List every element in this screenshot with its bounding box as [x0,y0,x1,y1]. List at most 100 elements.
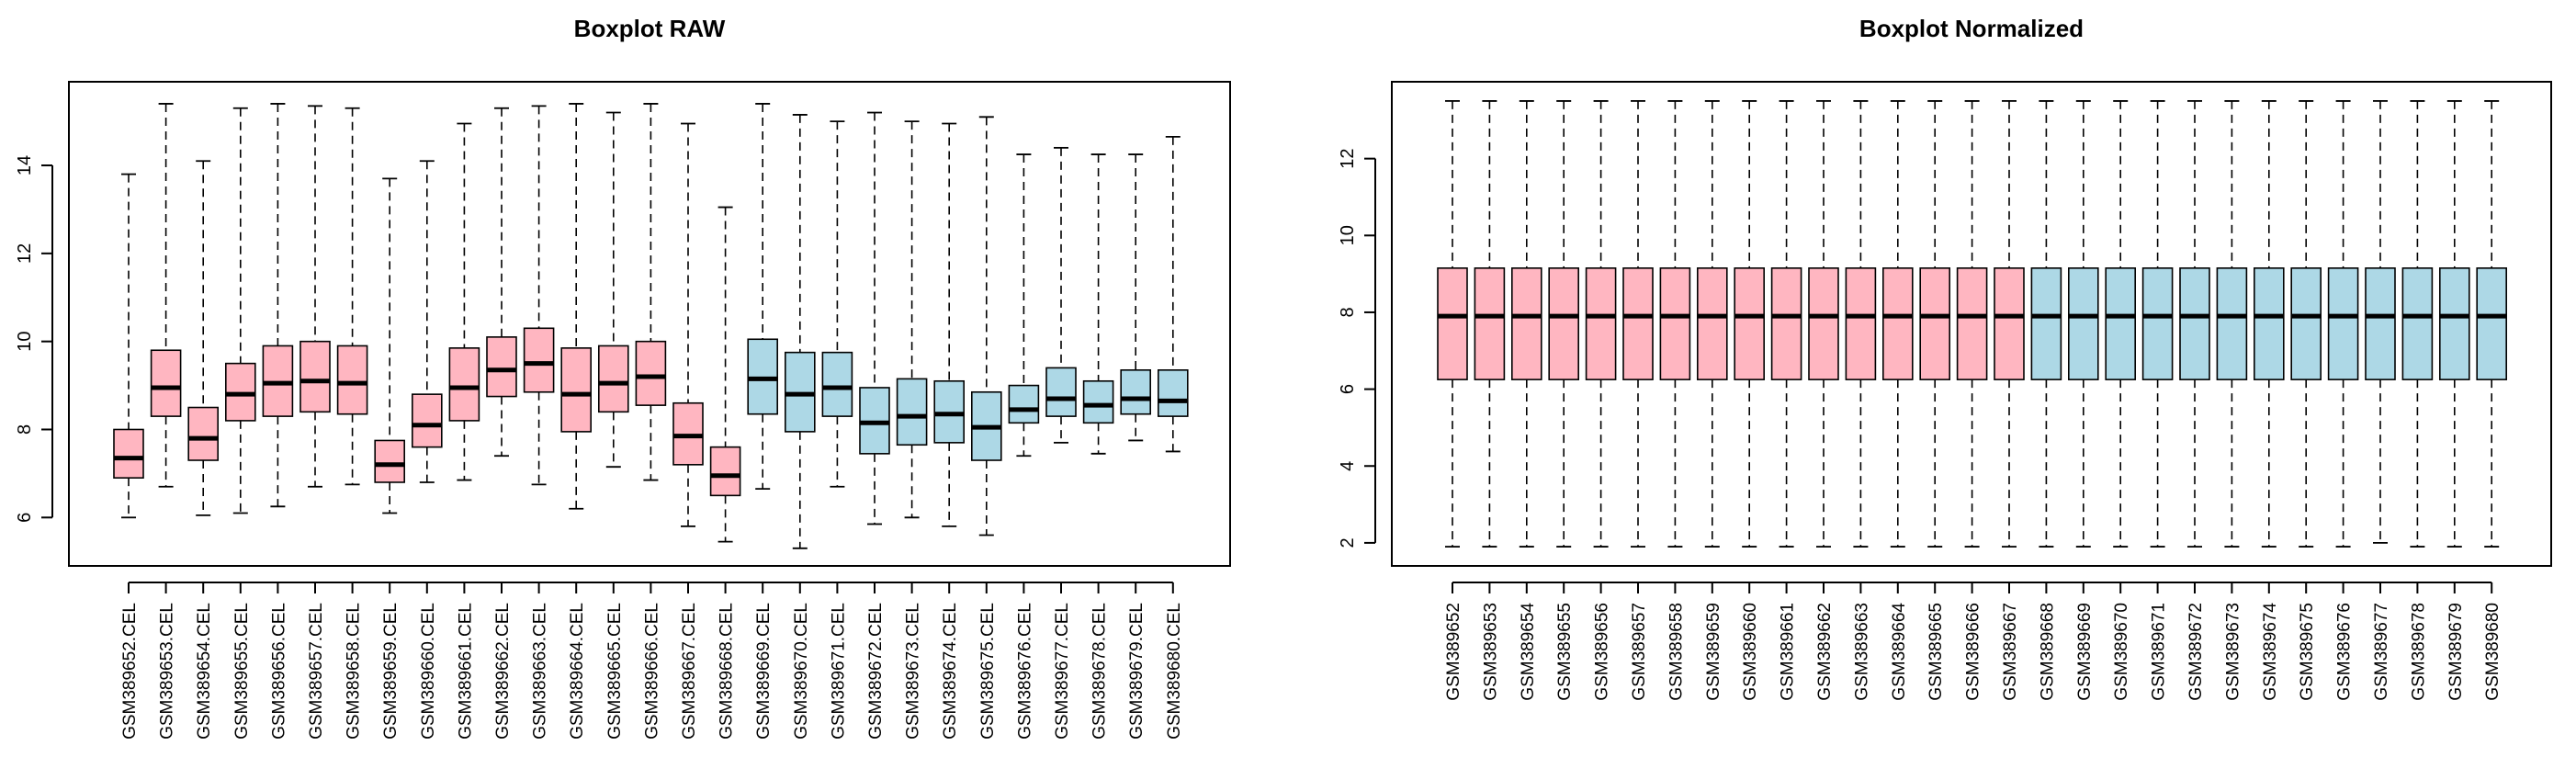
box-iqr [1919,267,1950,380]
box-GSM389665 [1919,100,1950,548]
box-iqr [597,345,629,413]
y-tick-label: 2 [1338,537,1358,548]
box-GSM389655 [1548,100,1579,548]
x-category-label: GSM389665 [1926,603,1946,701]
box-iqr [2365,267,2396,380]
box-iqr [1734,267,1765,380]
x-category-label: GSM389668 [2038,603,2057,701]
x-category-label: GSM389678 [2409,603,2428,701]
box-GSM389656 [1585,100,1617,548]
box-iqr [150,349,182,417]
raw-chart-title: Boxplot RAW [574,15,726,42]
x-category-label: GSM389653 [1481,603,1500,701]
box-GSM389679 [2439,100,2470,548]
y-tick-label: 10 [15,332,35,352]
x-category-label: GSM389663.CEL [531,603,550,740]
box-iqr [1548,267,1579,380]
box-iqr [1956,267,1988,380]
box-GSM389678 [2401,100,2434,548]
box-iqr [560,347,593,433]
box-GSM389663 [1845,100,1877,548]
x-category-label: GSM389655 [1555,603,1575,701]
box-iqr [1659,267,1691,380]
y-tick-label: 12 [15,243,35,264]
x-category-label: GSM389659 [1704,603,1723,701]
x-category-label: GSM389668.CEL [717,603,737,740]
x-category-label: GSM389662.CEL [493,603,513,740]
x-category-label: GSM389659.CEL [381,603,401,740]
box-iqr [1437,267,1468,380]
box-GSM389671 [2141,100,2174,548]
box-iqr [2476,267,2507,380]
plot-frame [68,81,1231,567]
box-GSM389680.CEL [1158,135,1189,453]
x-category-label: GSM389656 [1593,603,1612,701]
box-GSM389666.CEL [635,103,667,481]
raw-boxplot-panel: 6 8 10 12 14 GSM389652.CEL GSM389653.CEL GSM389… [15,81,1231,740]
box-GSM389662 [1808,100,1839,548]
box-iqr [2030,267,2062,380]
box-GSM389661.CEL [448,122,480,481]
box-GSM389665.CEL [597,111,629,469]
x-category-label: GSM389675 [2298,603,2317,701]
x-category-label: GSM389658 [1666,603,1686,701]
plot-frame [1391,81,2552,567]
box-iqr [2141,267,2174,380]
box-iqr [1585,267,1617,380]
x-category-label: GSM389664 [1890,603,1909,701]
box-GSM389670.CEL [784,114,816,549]
box-GSM389653.CEL [150,103,182,488]
x-category-label: GSM389679.CEL [1127,603,1147,740]
box-GSM389674.CEL [933,122,966,527]
box-GSM389658.CEL [336,107,368,486]
y-tick-label: 14 [15,155,35,175]
box-iqr [187,406,219,461]
box-iqr [486,336,517,398]
y-tick-label: 4 [1338,461,1358,471]
box-GSM389652.CEL [113,173,144,519]
box-GSM389676.CEL [1008,153,1040,458]
box-GSM389661 [1770,100,1802,548]
x-category-label: GSM389673.CEL [904,603,923,740]
box-iqr [1045,367,1077,417]
box-iqr [1008,384,1040,424]
y-tick-label: 6 [1338,384,1358,394]
box-iqr [2179,267,2210,380]
box-GSM389659 [1697,100,1728,548]
box-iqr [2290,267,2322,380]
box-iqr [2439,267,2470,380]
x-category-label: GSM389680.CEL [1165,603,1184,740]
box-GSM389669.CEL [747,103,779,491]
x-category-label: GSM389655.CEL [232,603,252,740]
box-iqr [1082,379,1114,424]
x-category-label: GSM389673 [2223,603,2243,701]
box-iqr [2254,267,2285,380]
x-category-label: GSM389666 [1964,603,1983,701]
x-category-label: GSM389674 [2261,603,2280,701]
x-category-label: GSM389656.CEL [269,603,288,740]
box-GSM389655.CEL [225,107,256,514]
x-category-label: GSM389653.CEL [158,603,177,740]
box-GSM389676 [2327,100,2359,548]
box-GSM389657.CEL [299,105,331,488]
box-GSM389668.CEL [709,206,741,543]
x-category-label: GSM389679 [2446,603,2466,701]
x-category-label: GSM389672.CEL [866,603,886,740]
box-GSM389678.CEL [1082,153,1114,455]
box-iqr [523,327,555,393]
x-category-label: GSM389672 [2186,603,2206,701]
box-GSM389658 [1659,100,1691,548]
box-iqr [1158,369,1189,417]
box-iqr [2327,267,2359,380]
x-category-label: GSM389671 [2150,603,2169,701]
x-category-label: GSM389669 [2075,603,2095,701]
box-iqr [2401,267,2434,380]
box-GSM389674 [2254,100,2285,548]
x-category-label: GSM389667 [2001,603,2020,701]
box-GSM389670 [2105,100,2136,548]
x-category-label: GSM389652 [1444,603,1463,701]
x-category-label: GSM389660.CEL [419,603,438,740]
x-category-label: GSM389674.CEL [941,603,960,740]
x-category-label: GSM389666.CEL [642,603,661,740]
box-iqr [1120,369,1151,415]
